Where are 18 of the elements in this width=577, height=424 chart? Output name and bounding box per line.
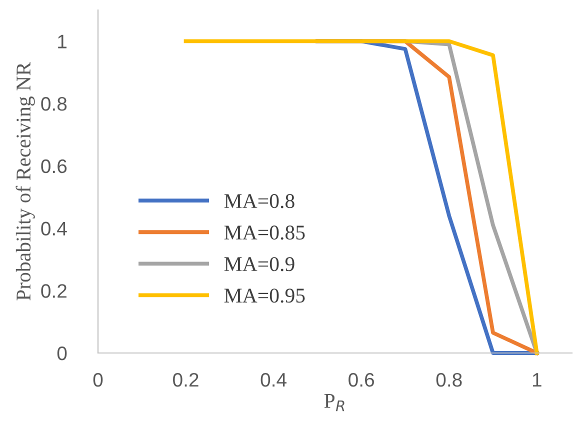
legend-label: MA=0.95 (224, 288, 305, 303)
x-tick-label: 0.4 (260, 372, 287, 387)
legend-label: MA=0.85 (224, 226, 305, 240)
y-tick-label: 0.8 (41, 97, 67, 111)
x-tick-label: 0.2 (173, 372, 198, 387)
y-tick-label: 0.6 (41, 159, 67, 174)
x-tick-label: 0 (93, 372, 103, 387)
y-tick-label: 0 (57, 346, 67, 360)
x-tick-label: 0.8 (436, 372, 462, 387)
y-tick-label: 1 (58, 34, 66, 48)
x-axis-title: P$_{R}$ (324, 394, 344, 412)
x-tick-label: 0.6 (348, 372, 374, 387)
legend-label: MA=0.9 (224, 257, 294, 272)
x-tick-label: 1 (532, 373, 542, 387)
y-tick-label: 0.2 (41, 284, 66, 298)
y-axis-title: Probability of Receiving NR (16, 62, 35, 300)
legend-label: MA=0.8 (224, 194, 294, 208)
y-tick-label: 0.4 (41, 222, 67, 236)
